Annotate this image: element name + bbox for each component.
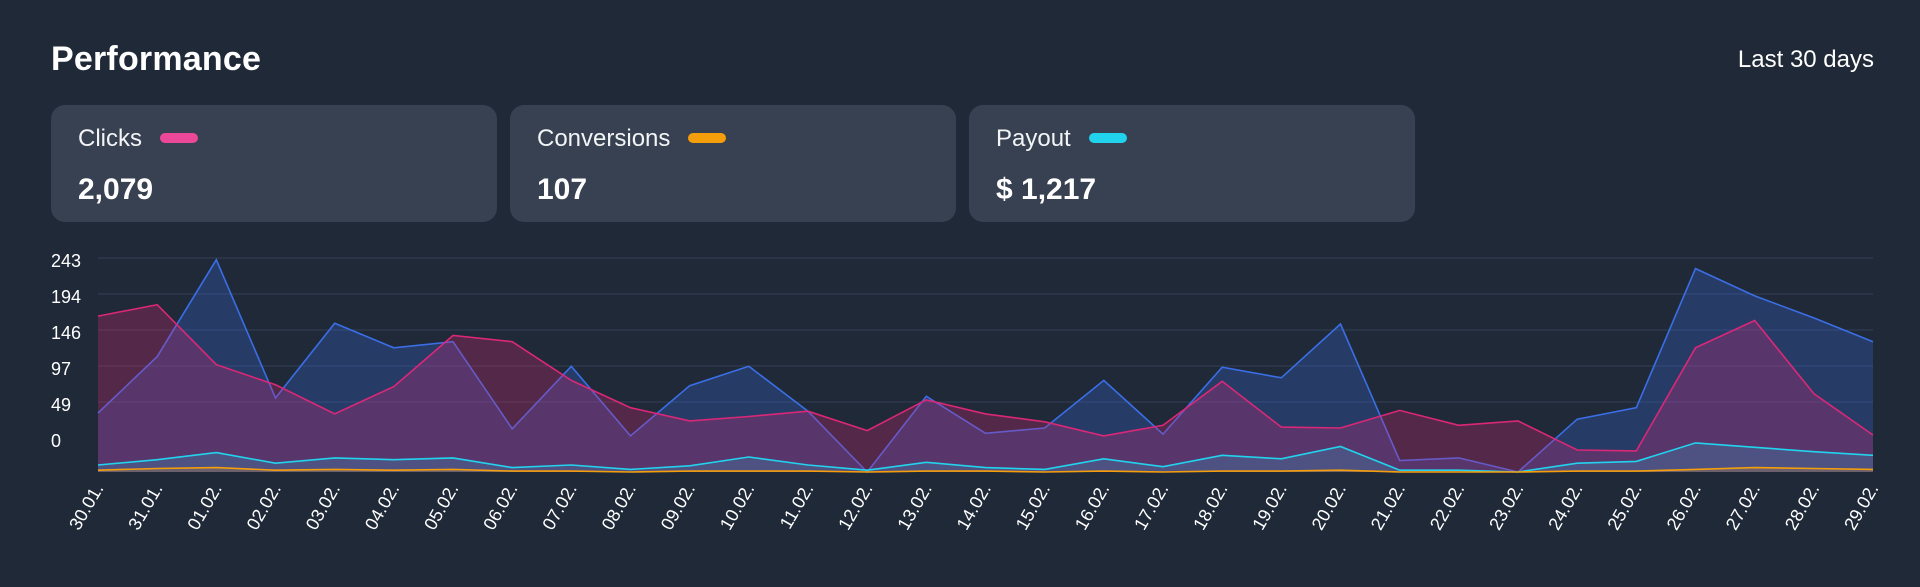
x-tick-label: 01.02. xyxy=(183,480,225,533)
performance-chart: 243 194 146 97 49 0 30.01. 31.01. 01.02. 02.02. 0… xyxy=(51,251,1882,533)
series-line xyxy=(97,258,1874,474)
x-tick-label: 04.02. xyxy=(361,480,403,533)
series-line xyxy=(97,303,1874,452)
x-tick-label: 07.02. xyxy=(538,480,580,533)
x-tick-label: 12.02. xyxy=(834,480,876,533)
series-layer xyxy=(97,258,1874,474)
x-tick-label: 09.02. xyxy=(657,480,699,533)
metric-label: Clicks xyxy=(78,125,198,153)
y-tick-label: 0 xyxy=(51,431,61,451)
y-tick-label: 49 xyxy=(51,395,71,415)
x-tick-label: 24.02. xyxy=(1544,480,1586,533)
grid xyxy=(98,257,1873,403)
x-tick-label: 06.02. xyxy=(479,480,521,533)
date-range-selector[interactable]: Last 30 days xyxy=(1737,46,1874,73)
x-tick-label: 27.02. xyxy=(1722,480,1764,533)
metric-card-payout[interactable]: Payout $ 1,217 xyxy=(969,105,1415,222)
x-tick-label: 23.02. xyxy=(1485,480,1527,533)
x-tick-label: 26.02. xyxy=(1663,480,1705,533)
x-tick-label: 28.02. xyxy=(1781,480,1823,533)
y-tick-label: 97 xyxy=(51,359,71,379)
x-tick-label: 31.01. xyxy=(124,480,166,533)
series-line xyxy=(97,466,1874,473)
y-tick-label: 146 xyxy=(51,323,81,343)
y-axis: 243 194 146 97 49 0 xyxy=(51,251,81,451)
x-tick-label: 16.02. xyxy=(1071,480,1113,533)
legend-swatch-clicks xyxy=(160,132,198,143)
metric-value: $ 1,217 xyxy=(996,173,1097,206)
legend-swatch-conversions xyxy=(688,132,727,143)
series-line xyxy=(97,442,1874,473)
y-tick-label: 243 xyxy=(51,251,81,271)
x-tick-label: 22.02. xyxy=(1426,480,1468,533)
x-tick-label: 13.02. xyxy=(893,480,935,533)
x-tick-label: 25.02. xyxy=(1603,480,1645,533)
metric-label: Payout xyxy=(996,125,1127,153)
x-tick-label: 15.02. xyxy=(1012,480,1054,533)
x-tick-label: 08.02. xyxy=(598,480,640,533)
page-title: Performance xyxy=(51,40,262,78)
y-tick-label: 194 xyxy=(51,287,81,307)
x-tick-label: 10.02. xyxy=(716,480,758,533)
metric-label: Conversions xyxy=(537,125,727,153)
x-tick-label: 20.02. xyxy=(1308,480,1350,533)
x-tick-label: 02.02. xyxy=(243,480,285,533)
metric-card-conversions[interactable]: Conversions 107 xyxy=(510,105,956,222)
x-tick-label: 03.02. xyxy=(302,480,344,533)
legend-swatch-payout xyxy=(1088,132,1127,143)
x-tick-label: 19.02. xyxy=(1248,480,1290,533)
series-area xyxy=(98,304,1873,472)
x-tick-label: 14.02. xyxy=(953,480,995,533)
x-tick-label: 29.02. xyxy=(1840,480,1882,533)
x-tick-label: 21.02. xyxy=(1367,480,1409,533)
x-tick-label: 30.01. xyxy=(65,480,107,533)
x-tick-label: 11.02. xyxy=(776,480,818,532)
series-area xyxy=(98,259,1873,472)
metric-value: 107 xyxy=(537,173,588,206)
x-tick-label: 17.02. xyxy=(1130,480,1172,533)
metric-card-clicks[interactable]: Clicks 2,079 xyxy=(51,105,497,222)
x-axis: 30.01. 31.01. 01.02. 02.02. 03.02. 04.02. 05.0… xyxy=(65,480,1882,533)
x-tick-label: 05.02. xyxy=(420,480,462,533)
x-tick-label: 18.02. xyxy=(1189,480,1231,533)
metric-value: 2,079 xyxy=(78,173,154,206)
